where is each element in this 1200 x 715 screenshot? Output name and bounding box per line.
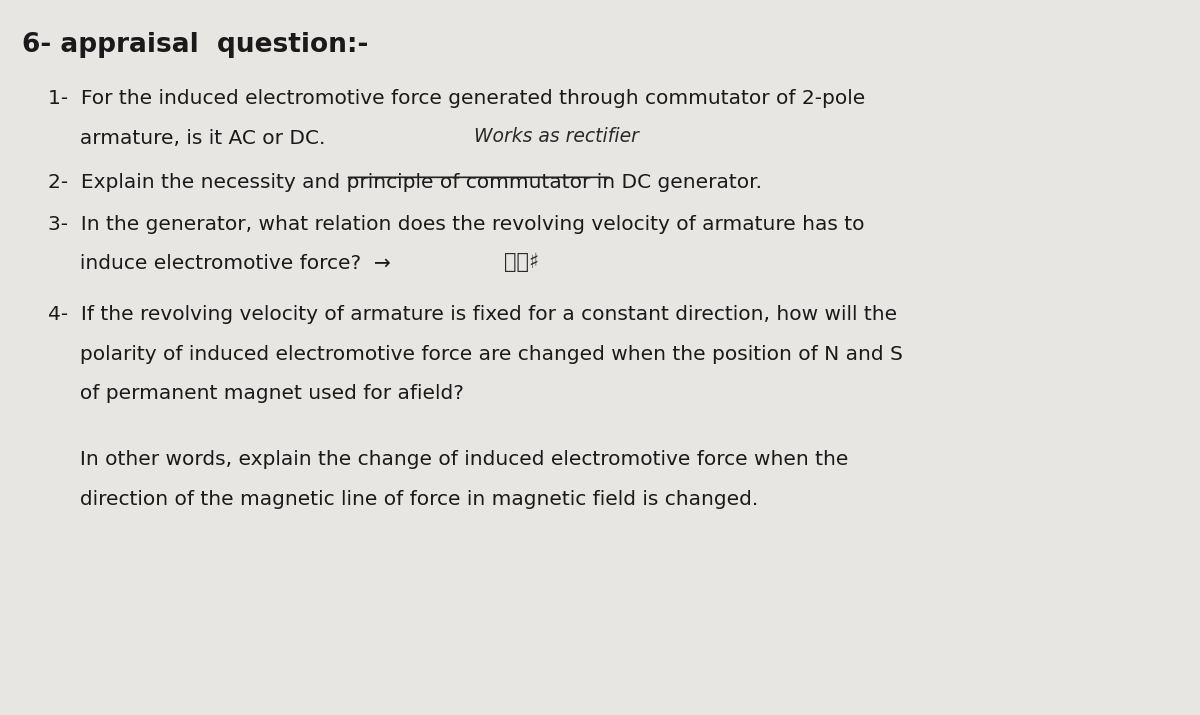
Text: 2-  Explain the necessity and principle of commutator in DC generator.: 2- Explain the necessity and principle o… [48, 173, 762, 192]
Text: polarity of induced electromotive force are changed when the position of N and S: polarity of induced electromotive force … [48, 345, 902, 364]
Text: Works as rectifier: Works as rectifier [474, 127, 638, 147]
Text: 1-  For the induced electromotive force generated through commutator of 2-pole: 1- For the induced electromotive force g… [48, 89, 865, 109]
Text: 3-  In the generator, what relation does the revolving velocity of armature has : 3- In the generator, what relation does … [48, 214, 864, 234]
Text: of permanent magnet used for afield?: of permanent magnet used for afield? [48, 384, 464, 403]
Text: direction of the magnetic line of force in magnetic field is changed.: direction of the magnetic line of force … [48, 490, 758, 509]
Text: induce electromotive force?  →: induce electromotive force? → [48, 254, 391, 273]
Text: armature, is it AC or DC.: armature, is it AC or DC. [48, 129, 325, 148]
Text: 4-  If the revolving velocity of armature is fixed for a constant direction, how: 4- If the revolving velocity of armature… [48, 305, 898, 325]
Text: 6- appraisal  question:-: 6- appraisal question:- [22, 32, 368, 58]
Text: ﻻﻰ♯: ﻻﻰ♯ [504, 252, 539, 272]
Text: In other words, explain the change of induced electromotive force when the: In other words, explain the change of in… [48, 450, 848, 470]
